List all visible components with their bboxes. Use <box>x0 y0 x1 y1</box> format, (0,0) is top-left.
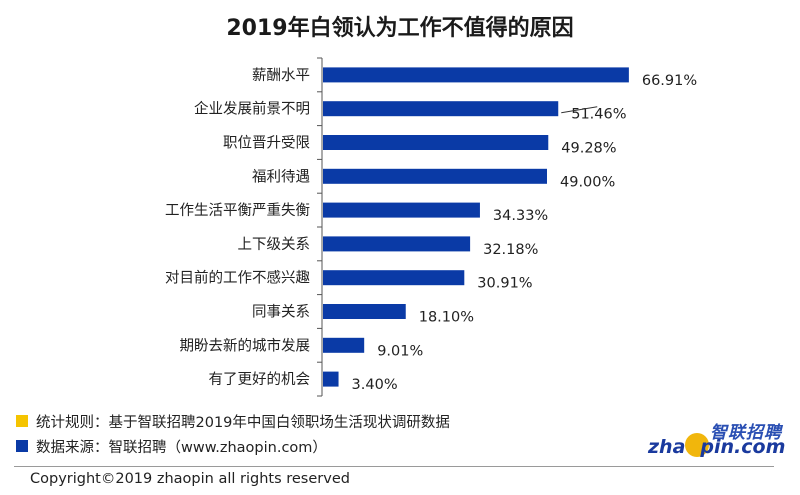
notes: 统计规则：基于智联招聘2019年中国白领职场生活现状调研数据 数据来源：智联招聘… <box>16 410 450 460</box>
category-label: 期盼去新的城市发展 <box>180 337 311 354</box>
note-rule: 统计规则：基于智联招聘2019年中国白领职场生活现状调研数据 <box>16 410 450 432</box>
category-label: 对目前的工作不感兴趣 <box>165 270 310 287</box>
note-source-text: 数据来源：智联招聘（www.zhaopin.com） <box>36 439 327 456</box>
value-label: 32.18% <box>483 242 538 258</box>
bar <box>323 135 549 150</box>
value-label: 18.10% <box>419 310 474 326</box>
bar <box>323 270 465 286</box>
bar <box>323 67 629 83</box>
value-label: 30.91% <box>477 276 532 292</box>
category-label: 上下级关系 <box>238 236 311 253</box>
logo-ball-icon <box>685 433 709 457</box>
bar-chart: 薪酬水平 66.91% 企业发展前景不明 51.46% 职位晋升受限 49.28% 福利待遇… <box>165 57 697 397</box>
copyright-text: Copyright©2019 zhaopin all rights reserv… <box>30 471 350 487</box>
bar <box>323 101 559 117</box>
note-rule-marker <box>16 415 28 427</box>
value-label: 49.28% <box>561 141 616 157</box>
logo-chinese-text: 智联招聘 <box>710 423 782 443</box>
value-label: 34.33% <box>493 208 548 224</box>
bar <box>323 337 365 353</box>
category-label: 同事关系 <box>252 304 310 321</box>
value-label: 66.91% <box>642 73 697 89</box>
value-label: 9.01% <box>377 343 423 359</box>
value-leader-line <box>561 106 598 114</box>
zhaopin-logo: 智联招聘 zha pin.com <box>636 420 796 468</box>
footer-divider <box>14 466 774 467</box>
value-label: 3.40% <box>352 377 398 393</box>
category-label: 有了更好的机会 <box>209 371 311 388</box>
bar <box>323 304 406 319</box>
chart-title: 2019年白领认为工作不值得的原因 <box>226 16 574 41</box>
note-source-marker <box>16 440 28 452</box>
logo-english-text: zha pin.com <box>648 436 785 458</box>
value-label: 49.00% <box>560 174 615 190</box>
note-source: 数据来源：智联招聘（www.zhaopin.com） <box>16 435 450 457</box>
logo-en-left: zha <box>648 436 686 458</box>
category-label: 工作生活平衡严重失衡 <box>165 202 310 219</box>
note-rule-text: 统计规则：基于智联招聘2019年中国白领职场生活现状调研数据 <box>36 414 450 431</box>
logo-en-right: pin.com <box>700 436 786 458</box>
category-label: 薪酬水平 <box>252 67 310 84</box>
value-label: 51.46% <box>571 107 626 123</box>
bar <box>323 371 339 387</box>
bar <box>323 202 480 218</box>
category-label: 职位晋升受限 <box>223 135 310 152</box>
category-label: 福利待遇 <box>252 168 310 185</box>
bar <box>323 236 471 252</box>
category-label: 企业发展前景不明 <box>194 100 310 118</box>
bar <box>323 168 547 184</box>
